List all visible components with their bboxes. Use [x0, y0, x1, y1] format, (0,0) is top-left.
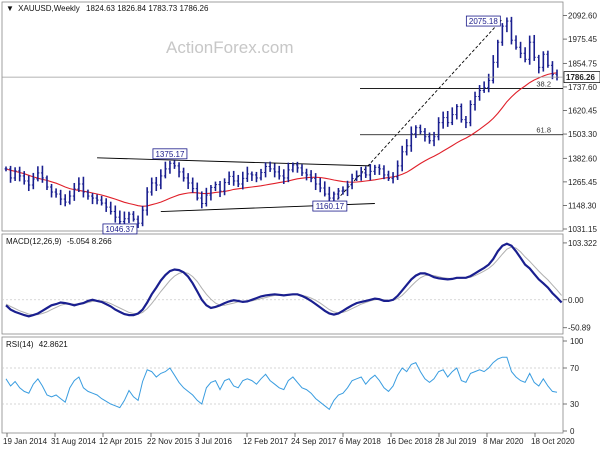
rsi-axis-tick-label: 100 [570, 337, 584, 346]
ohlc-values: 1824.63 1826.84 1783.73 1786.26 [86, 4, 209, 13]
rsi-label: RSI(14) [6, 340, 34, 349]
price-axis-tick-label: 1975.45 [568, 35, 597, 44]
date-axis-tick-label: 18 Oct 2020 [531, 437, 575, 446]
date-axis-tick-label: 6 May 2018 [339, 437, 381, 446]
price-annotation-label: 1046.37 [105, 225, 134, 234]
price-axis-tick-label: 1854.75 [568, 59, 597, 68]
macd-line [5, 242, 563, 318]
price-axis-tick-label: 1620.45 [568, 106, 597, 115]
svg-text:MACD(12,26,9) -5.054 8.266: MACD(12,26,9) -5.054 8.266 [6, 237, 112, 246]
rsi-axis-tick-label: 30 [570, 400, 579, 409]
rsi-pane-frame [1, 336, 564, 434]
price-annotation-box [312, 200, 348, 212]
current-price-box [563, 71, 600, 83]
price-annotation-label: 1160.17 [316, 202, 345, 211]
date-axis-tick-label: 3 Jul 2016 [195, 437, 232, 446]
price-axis-tick-label: 1737.60 [568, 83, 597, 92]
price-annotation-box [102, 223, 138, 235]
macd-axis-tick-label: -50.89 [568, 324, 591, 333]
date-axis-tick-label: 8 Mar 2020 [483, 437, 524, 446]
date-axis-tick-label: 24 Sep 2017 [291, 437, 337, 446]
macd-axis-tick-label: 103.322 [568, 239, 597, 248]
date-axis-tick-label: 12 Feb 2017 [243, 437, 288, 446]
date-axis-tick-label: 31 Aug 2014 [51, 437, 96, 446]
price-axis-tick-label: 2092.60 [568, 12, 597, 21]
fib-level-label: 38.2 [536, 79, 551, 88]
date-axis-tick-label: 28 Jul 2019 [435, 437, 477, 446]
price-axis-tick-label: 1148.30 [568, 201, 597, 210]
marks-layer: 38.2 61.8 2075.18 1375.17 1160.17 1046.37 [2, 15, 563, 411]
date-axis-tick-label: 22 Nov 2015 [147, 437, 193, 446]
price-axis-tick-label: 1382.60 [568, 154, 597, 163]
axis-layer: 2092.60 1975.45 1854.75 1737.60 1620.45 1503.… [3, 12, 600, 446]
rsi-line [5, 356, 558, 411]
price-axis-tick-label: 1503.30 [568, 130, 597, 139]
price-axis-tick-label: 1265.45 [568, 178, 597, 187]
rsi-last-value: 42.8621 [39, 340, 68, 349]
price-pane-frame [1, 1, 564, 232]
svg-text:▼ XAUUSD,Weekly 1824.6: ▼ XAUUSD,Weekly 1824.63 1826.84 1783.73 … [6, 4, 209, 13]
date-axis-tick-label: 19 Jan 2014 [3, 437, 48, 446]
date-axis-tick-label: 12 Apr 2015 [99, 437, 143, 446]
watermark: ActionForex.com [166, 38, 294, 57]
price-annotation-box [465, 15, 501, 27]
current-price-label: 1786.26 [566, 73, 595, 82]
price-annotation-label: 1375.17 [155, 150, 184, 159]
svg-text:RSI(14) 42.8621: RSI(14) 42.8621 [6, 340, 68, 349]
price-annotation-box [152, 148, 188, 160]
channel-trendline [97, 157, 371, 167]
date-axis-tick-label: 16 Dec 2018 [387, 437, 433, 446]
price-annotation-label: 2075.18 [469, 17, 498, 26]
price-axis-tick-label: 1031.15 [568, 225, 597, 234]
macd-last-values: -5.054 8.266 [67, 237, 112, 246]
symbol-label: XAUUSD,Weekly [18, 4, 80, 13]
rsi-axis-tick-label: 70 [570, 364, 579, 373]
fib-level-label: 61.8 [536, 126, 551, 135]
macd-pane-frame [1, 233, 564, 335]
ema-line [5, 72, 558, 207]
header-arrow-icon: ▼ [6, 4, 14, 13]
macd-label: MACD(12,26,9) [6, 237, 62, 246]
rsi-axis-tick-label: 0 [570, 427, 575, 436]
macd-axis-tick-label: 0.00 [568, 296, 584, 305]
